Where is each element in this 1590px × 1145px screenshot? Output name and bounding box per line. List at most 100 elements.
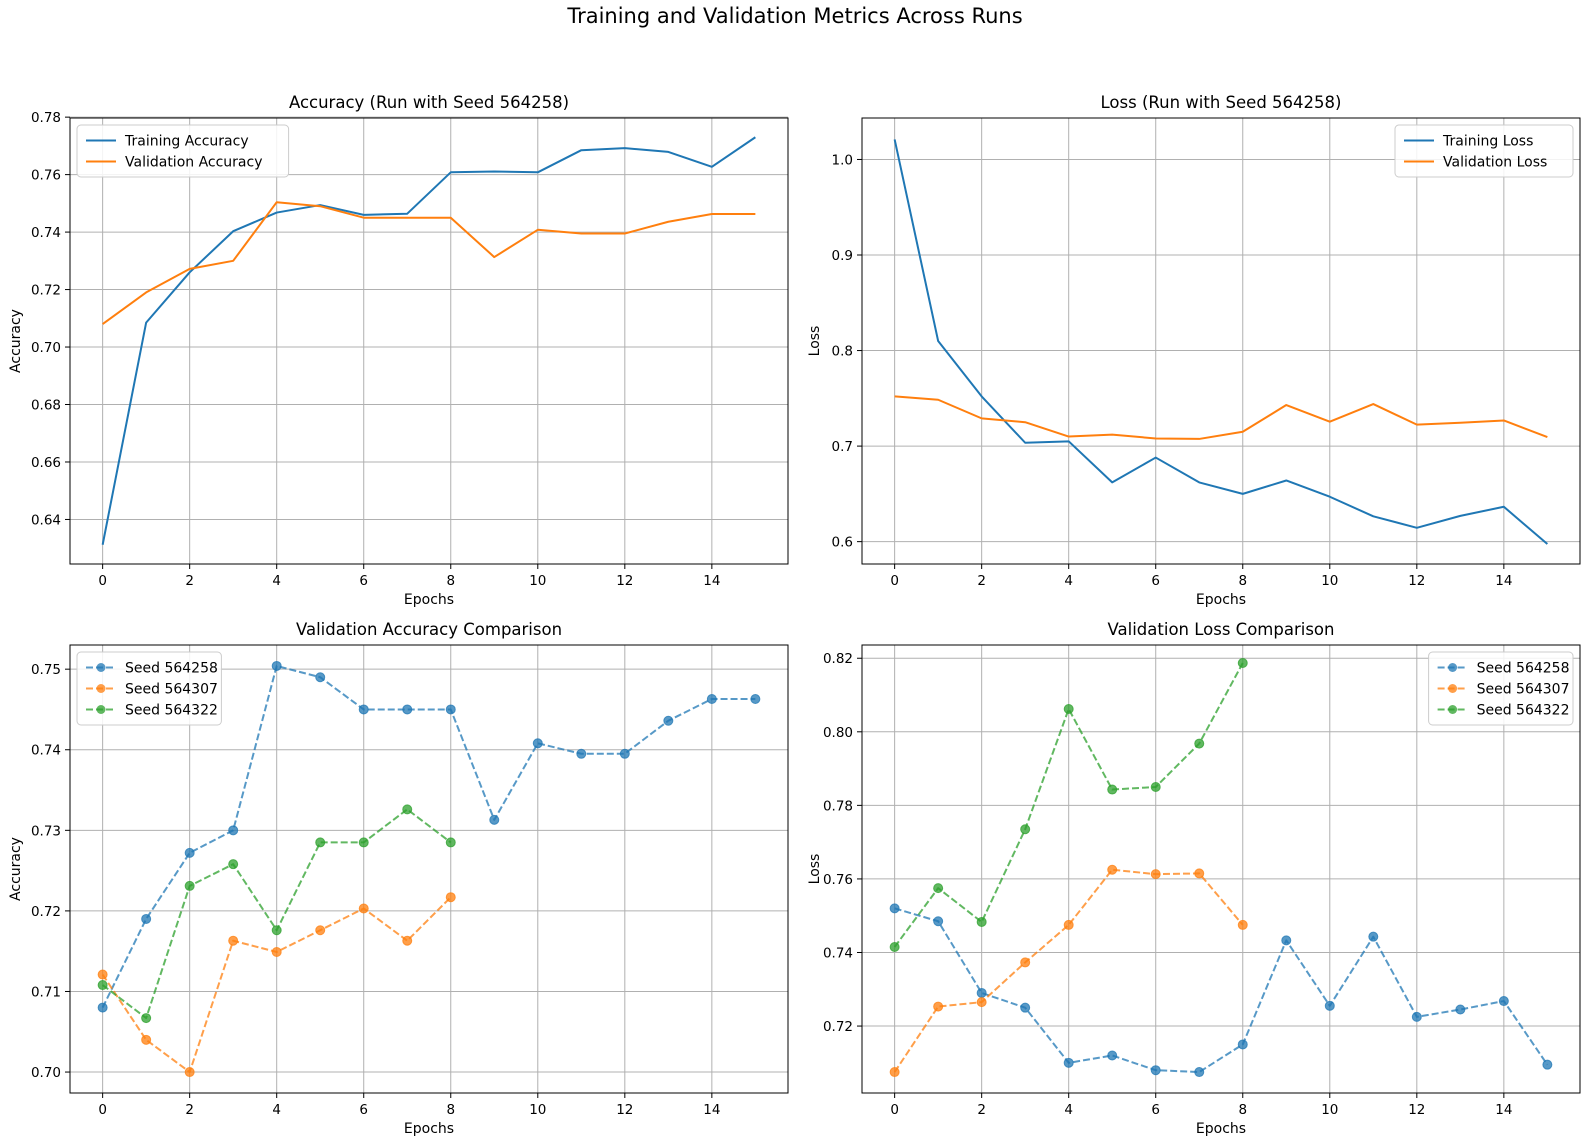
data-point: [1498, 996, 1509, 1007]
series-line: [894, 395, 1548, 440]
x-tick-label: 12: [616, 573, 633, 589]
x-tick-label: 4: [1064, 1102, 1073, 1118]
data-point: [933, 916, 944, 927]
legend-marker: [96, 663, 106, 672]
series-validation-accuracy: [102, 201, 756, 325]
x-axis-label: Epochs: [1196, 592, 1246, 608]
data-point: [445, 837, 456, 848]
legend-marker: [1448, 684, 1458, 693]
data-point: [1150, 869, 1161, 880]
data-point: [184, 880, 195, 891]
series-training-loss: [893, 139, 1549, 545]
data-point: [315, 925, 326, 936]
data-point: [1063, 1057, 1074, 1068]
data-point: [1150, 781, 1161, 792]
panel-title: Accuracy (Run with Seed 564258): [289, 93, 569, 112]
y-tick-label: 0.7: [832, 439, 853, 455]
legend-box: [1394, 124, 1574, 178]
series-line: [102, 201, 756, 325]
data-point: [1411, 1011, 1422, 1022]
legend-marker: [96, 684, 106, 693]
data-point: [1194, 738, 1205, 749]
legend: Seed 564258 Seed 564307 Seed 564322: [1428, 651, 1574, 726]
data-point: [184, 1067, 195, 1078]
data-point: [1063, 919, 1074, 930]
data-point: [1107, 1050, 1118, 1061]
data-point: [1324, 1000, 1335, 1011]
data-point: [97, 1002, 108, 1013]
legend-marker: [1448, 705, 1458, 714]
data-point: [1194, 1067, 1205, 1078]
data-point: [141, 1034, 152, 1045]
series-seed-564322: [97, 804, 456, 1024]
data-point: [706, 693, 717, 704]
data-point: [933, 883, 944, 894]
data-point: [1455, 1004, 1466, 1015]
x-tick-label: 2: [185, 573, 194, 589]
legend-box: [76, 124, 290, 178]
series-line: [893, 868, 1244, 1073]
x-axis-label: Epochs: [404, 592, 454, 608]
series-line: [101, 664, 756, 1009]
legend-entry: Validation Accuracy: [125, 155, 263, 171]
y-tick-label: 1.0: [832, 152, 853, 168]
x-tick-label: 2: [977, 573, 986, 589]
y-tick-label: 0.75: [31, 662, 61, 678]
y-tick-label: 0.8: [832, 344, 853, 360]
data-point: [1150, 1065, 1161, 1076]
data-point: [315, 837, 326, 848]
panel-val-accuracy: 0 2 4 6 8 10 12 14 0.70 0.71 0.72 0.73 0.74 0.75 Valid…: [8, 620, 789, 1137]
data-point: [976, 987, 987, 998]
x-tick-label: 0: [890, 573, 899, 589]
data-point: [97, 980, 108, 991]
figure-title: Training and Validation Metrics Across R…: [567, 4, 1023, 28]
y-tick-label: 0.76: [31, 168, 61, 184]
data-point: [1107, 864, 1118, 875]
data-point: [97, 969, 108, 980]
y-axis-label: Loss: [807, 854, 823, 885]
legend: Training Loss Validation Loss: [1394, 124, 1574, 178]
data-point: [358, 903, 369, 914]
data-point: [1020, 957, 1031, 968]
x-tick-label: 10: [529, 573, 546, 589]
y-tick-label: 0.74: [31, 225, 61, 241]
x-tick-label: 12: [1408, 573, 1425, 589]
data-point: [933, 1001, 944, 1012]
series-seed-564307: [889, 864, 1248, 1078]
panel-accuracy: 0 2 4 6 8 10 12 14 0.64 0.66 0.68 0.70 0.72 0.74 0.76 0…: [8, 93, 789, 608]
legend-entry: Validation Loss: [1443, 155, 1547, 171]
data-point: [228, 935, 239, 946]
data-point: [358, 704, 369, 715]
y-tick-label: 0.72: [823, 1019, 853, 1035]
data-point: [271, 946, 282, 957]
series-line: [893, 662, 1244, 948]
legend: Seed 564258 Seed 564307 Seed 564322: [76, 651, 222, 726]
data-point: [889, 941, 900, 952]
axes-frame: [861, 644, 1581, 1094]
data-point: [889, 1067, 900, 1078]
panel-title: Validation Loss Comparison: [1108, 620, 1335, 639]
y-tick-label: 0.73: [31, 823, 61, 839]
x-tick-label: 4: [272, 1102, 281, 1118]
data-point: [402, 935, 413, 946]
series-seed-564307: [97, 892, 456, 1078]
series-training-accuracy: [101, 136, 756, 545]
data-point: [663, 715, 674, 726]
axes-frame: [861, 117, 1581, 565]
series-seed-564258: [889, 903, 1553, 1078]
y-axis-label: Accuracy: [8, 837, 24, 901]
data-point: [619, 748, 630, 759]
y-tick-label: 0.74: [31, 743, 61, 759]
x-tick-label: 6: [359, 1102, 368, 1118]
x-tick-label: 14: [703, 573, 720, 589]
x-tick-label: 14: [1495, 1102, 1512, 1118]
x-tick-label: 6: [359, 573, 368, 589]
panel-title: Validation Accuracy Comparison: [296, 620, 562, 639]
x-tick-label: 8: [1238, 573, 1247, 589]
x-axis-label: Epochs: [1196, 1121, 1246, 1137]
series-line: [893, 139, 1549, 545]
data-point: [1237, 919, 1248, 930]
x-tick-label: 6: [1151, 1102, 1160, 1118]
data-point: [532, 738, 543, 749]
